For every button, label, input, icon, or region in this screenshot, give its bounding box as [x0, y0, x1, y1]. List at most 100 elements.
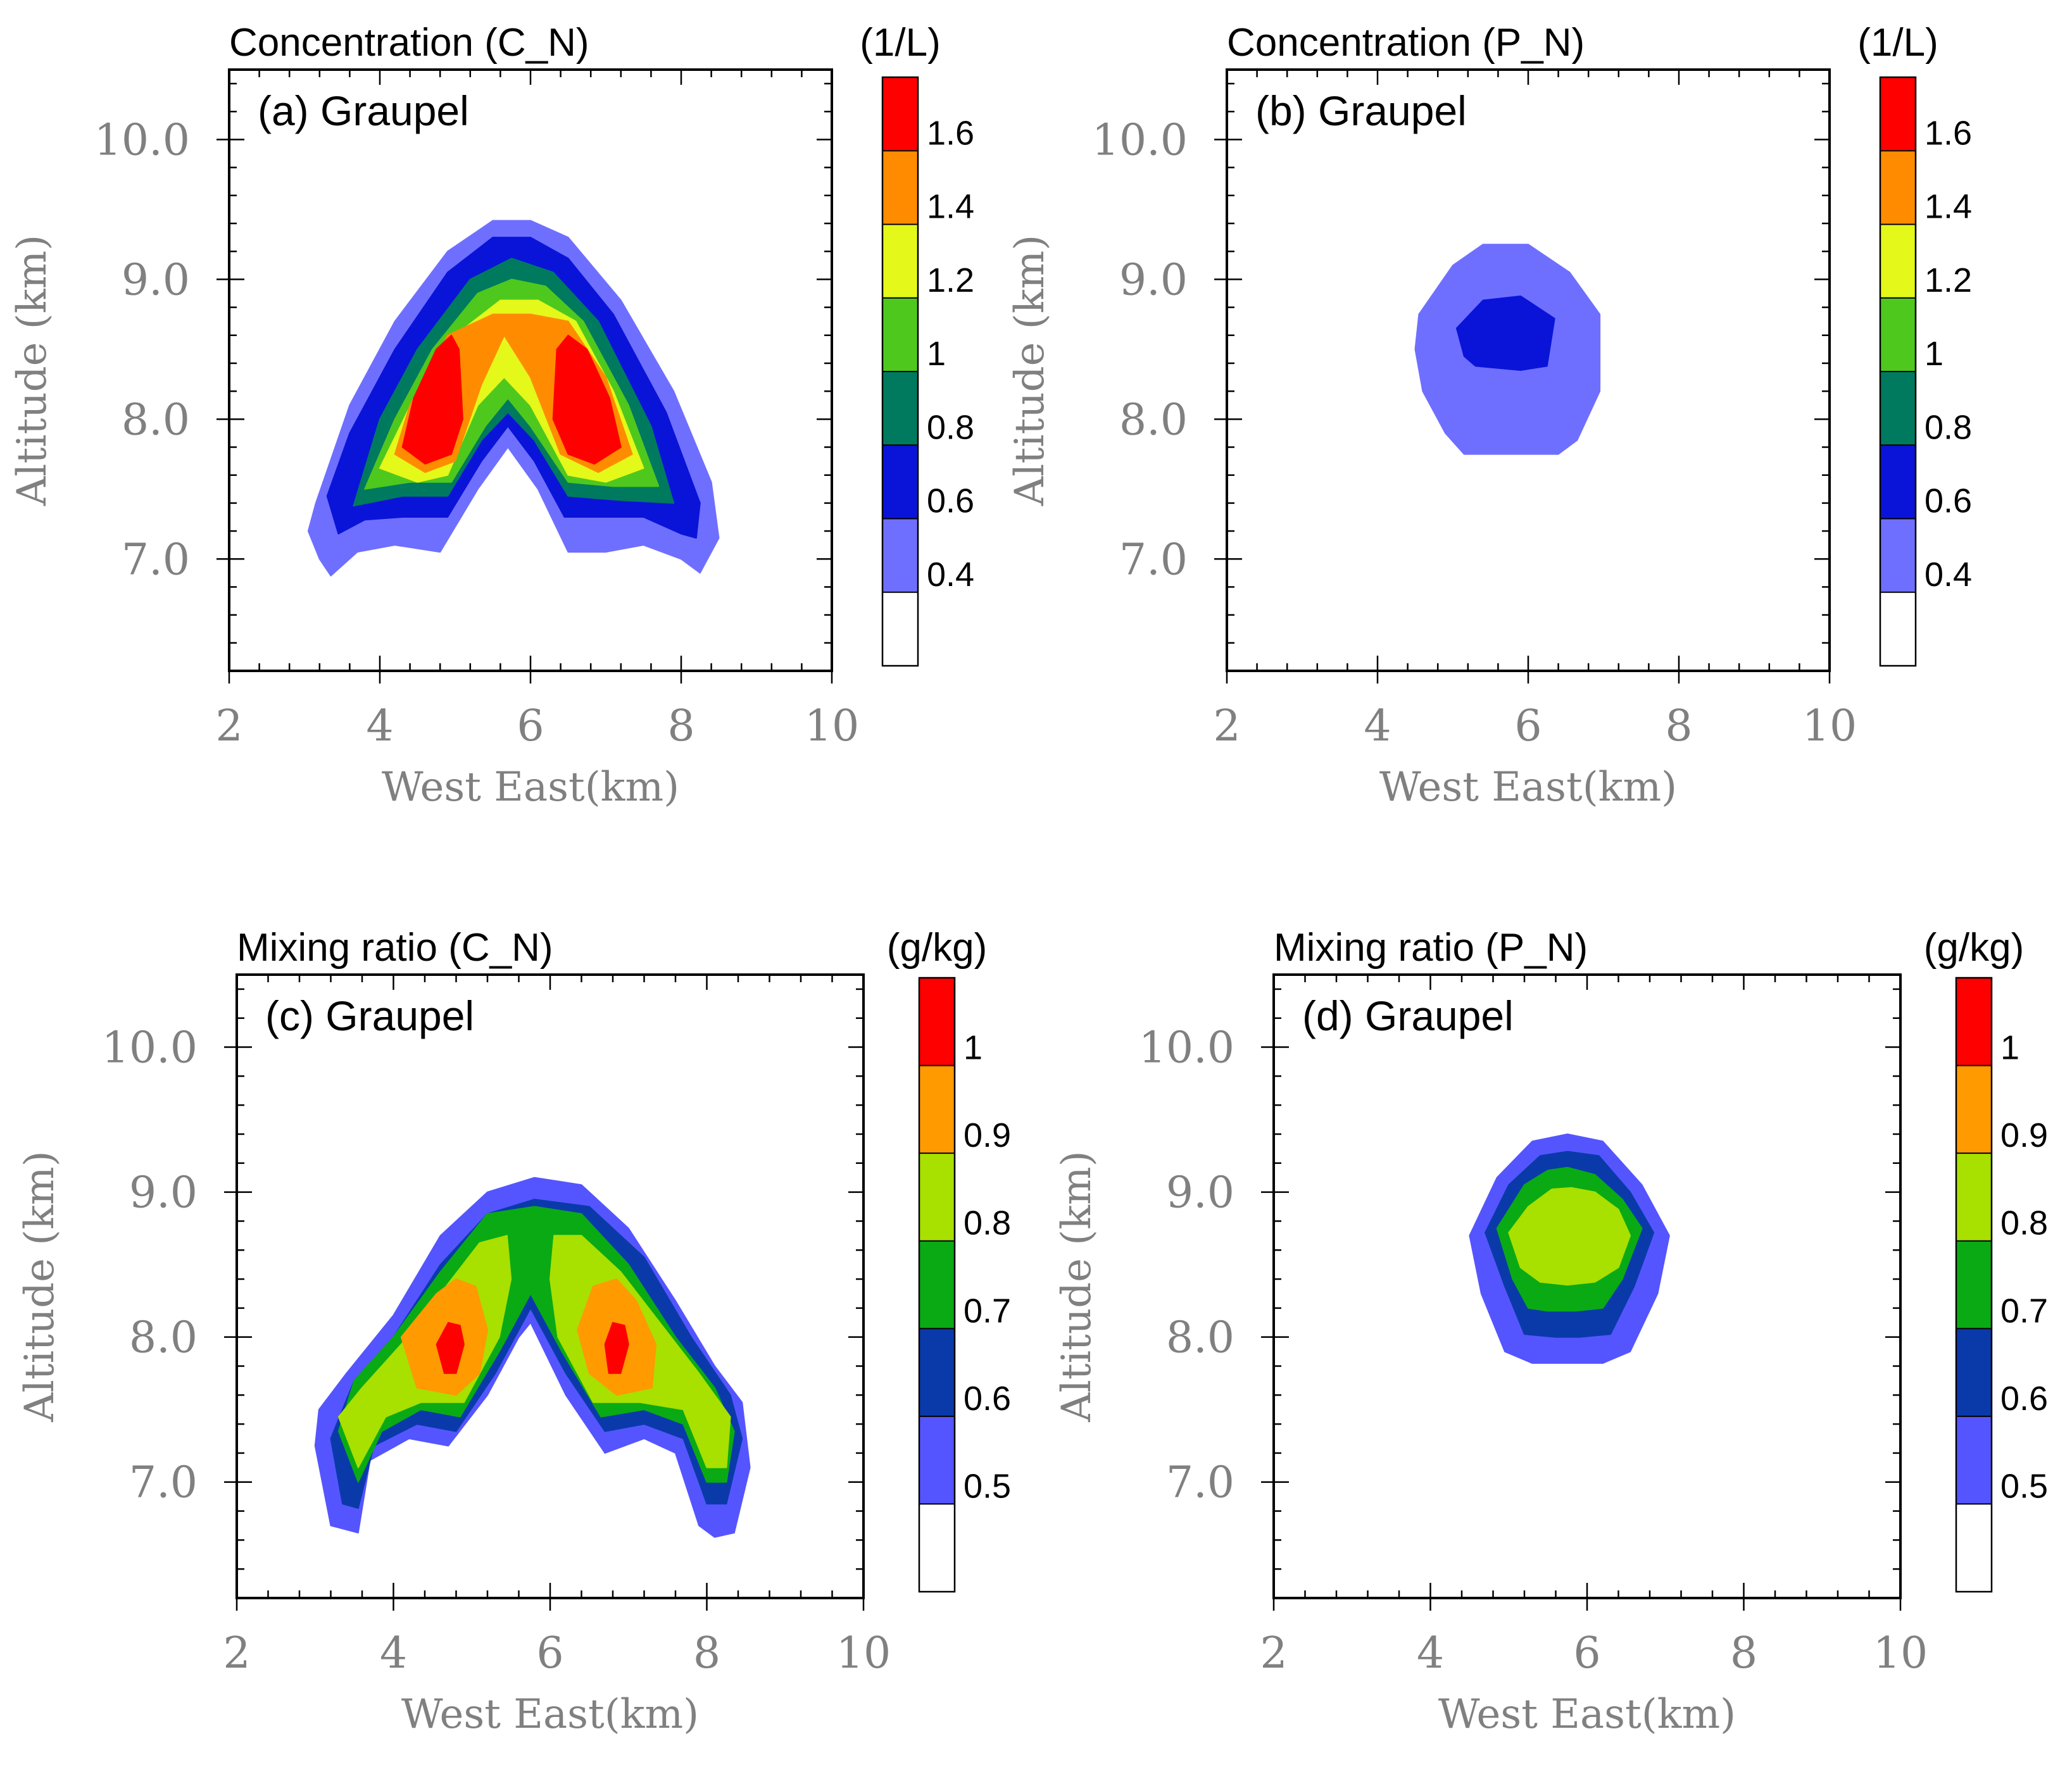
x-tick-label: 8 [1665, 701, 1692, 751]
colorbar-segment [882, 592, 918, 666]
x-tick-label: 6 [517, 701, 544, 751]
colorbar-segment [919, 978, 955, 1066]
x-tick-label: 8 [667, 701, 694, 751]
x-tick-label: 4 [1417, 1628, 1444, 1678]
y-tick-label: 9.0 [129, 1168, 198, 1218]
colorbar-segment [1880, 151, 1916, 225]
colorbar-level-label: 0.7 [2000, 1292, 2048, 1330]
colorbar-units: (1/L) [860, 21, 940, 65]
panel-label: (b) Graupel [1255, 87, 1467, 134]
x-axis-title: West East(km) [1379, 764, 1677, 811]
colorbar-segment [1880, 224, 1916, 298]
colorbar-segment [919, 1240, 955, 1329]
y-tick-label: 8.0 [1166, 1313, 1234, 1363]
colorbar-level-label: 1 [1924, 335, 1943, 373]
colorbar-segment [1956, 1065, 1992, 1154]
colorbar-segment [882, 297, 918, 372]
contour-band-level-6-2 [604, 1321, 629, 1374]
y-axis-title: Altitude (km) [1007, 235, 1053, 506]
y-axis-title: Altitude (km) [9, 235, 56, 506]
colorbar-segment [919, 1065, 955, 1154]
colorbar-segment [1880, 77, 1916, 151]
y-tick-label: 7.0 [129, 1458, 198, 1508]
x-tick-label: 8 [693, 1628, 720, 1678]
contour-fill [307, 220, 720, 577]
y-tick-label: 9.0 [1166, 1168, 1234, 1218]
colorbar-segment [882, 77, 918, 151]
colorbar-segment [1880, 518, 1916, 592]
colorbar-level-label: 1.6 [927, 114, 974, 152]
colorbar-segment [882, 151, 918, 225]
contour-band-level-7-1 [401, 334, 463, 465]
colorbar-units: (g/kg) [887, 926, 987, 970]
panel-label: (d) Graupel [1302, 992, 1514, 1039]
colorbar-level-label: 1 [964, 1029, 983, 1067]
panel-label: (a) Graupel [258, 87, 469, 134]
x-tick-label: 4 [1364, 701, 1391, 751]
x-tick-label: 10 [805, 701, 860, 751]
colorbar-level-label: 1 [2000, 1029, 2019, 1067]
axis-ticks [1214, 70, 1831, 684]
colorbar-level-label: 0.9 [2000, 1116, 2048, 1154]
y-tick-label: 7.0 [122, 535, 190, 585]
x-tick-label: 6 [1514, 701, 1541, 751]
colorbar-segment [882, 372, 918, 446]
contour-band-level-4 [1508, 1187, 1631, 1286]
colorbar-segment [1880, 372, 1916, 446]
colorbar-segment [919, 1416, 955, 1504]
y-tick-label: 8.0 [129, 1313, 198, 1363]
x-tick-label: 10 [836, 1628, 891, 1678]
y-tick-label: 8.0 [1119, 395, 1188, 445]
x-tick-label: 6 [536, 1628, 563, 1678]
y-tick-label: 10.0 [1092, 115, 1188, 165]
colorbar-segment [1956, 1153, 1992, 1241]
colorbar: 0.5 0.6 0.7 0.8 0.9 1 (g/kg) [887, 926, 1011, 1593]
x-axis-title: West East(km) [382, 764, 679, 811]
x-tick-label: 2 [215, 701, 242, 751]
colorbar-segment [919, 1328, 955, 1416]
colorbar-level-label: 0.6 [2000, 1380, 2048, 1418]
colorbar-segment [1956, 1504, 1992, 1592]
contour-fill [314, 1177, 751, 1538]
colorbar-frame [1955, 977, 1993, 1593]
panel-c: 2 4 6 8 10 7.0 8.0 9.0 10.0 West East(km) Altitude… [16, 926, 1011, 1738]
x-axis-title: West East(km) [1438, 1691, 1736, 1738]
panel-title: Mixing ratio (P_N) [1274, 926, 1588, 970]
x-tick-label: 10 [1802, 701, 1857, 751]
panel-title: Mixing ratio (C_N) [237, 926, 553, 970]
colorbar-segment [1956, 1416, 1992, 1504]
contour-band-level-6-1 [436, 1321, 465, 1374]
x-tick-label: 6 [1573, 1628, 1600, 1678]
panel-title: Concentration (P_N) [1227, 21, 1585, 65]
y-tick-label: 10.0 [94, 115, 190, 165]
colorbar-level-label: 0.6 [964, 1380, 1011, 1418]
contour-fill [1414, 244, 1601, 455]
colorbar-segment [882, 224, 918, 298]
x-tick-label: 4 [366, 701, 393, 751]
x-tick-label: 4 [380, 1628, 407, 1678]
colorbar-segment [1880, 592, 1916, 666]
x-tick-label: 2 [1260, 1628, 1287, 1678]
colorbar-level-label: 0.7 [964, 1292, 1011, 1330]
colorbar-level-label: 0.8 [1924, 408, 1972, 446]
contour-band-level-3 [337, 1206, 735, 1483]
colorbar-level-label: 0.6 [1924, 482, 1972, 520]
colorbar-level-label: 0.5 [964, 1467, 1011, 1505]
y-axis-title: Altitude (km) [1053, 1151, 1100, 1422]
colorbar-level-label: 1 [927, 335, 946, 373]
axis-ticks [217, 70, 833, 684]
colorbar-segment [1956, 978, 1992, 1066]
colorbar-level-label: 0.5 [2000, 1467, 2048, 1505]
x-tick-label: 2 [1213, 701, 1240, 751]
panel-b: 2 4 6 8 10 7.0 8.0 9.0 10.0 West East(km) Altitude… [1007, 21, 1972, 811]
colorbar-level-label: 0.9 [964, 1116, 1011, 1154]
colorbar-level-label: 0.8 [2000, 1204, 2048, 1242]
colorbar-units: (g/kg) [1924, 926, 2024, 970]
x-axis-title: West East(km) [401, 1691, 699, 1738]
y-tick-label: 7.0 [1166, 1458, 1234, 1508]
y-tick-label: 10.0 [1139, 1023, 1234, 1073]
axis-ticks [224, 975, 865, 1611]
colorbar-level-label: 0.8 [964, 1204, 1011, 1242]
y-tick-label: 9.0 [122, 255, 190, 305]
